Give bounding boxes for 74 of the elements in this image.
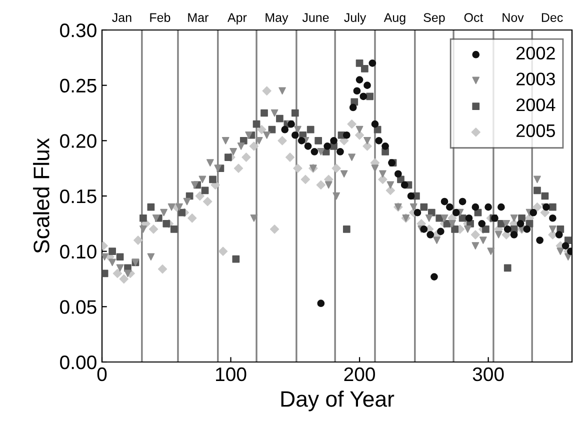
point — [304, 142, 312, 150]
point — [291, 131, 299, 139]
point — [426, 231, 434, 238]
text: Mar — [188, 13, 208, 22]
point — [440, 198, 448, 206]
point — [452, 208, 460, 216]
point — [310, 148, 318, 156]
point — [472, 203, 480, 211]
point — [349, 104, 357, 112]
point — [375, 136, 383, 144]
text: June — [302, 13, 329, 22]
text: Apr — [228, 13, 247, 24]
point — [562, 242, 570, 250]
text: July — [344, 12, 366, 24]
point — [400, 181, 408, 189]
point — [368, 60, 376, 67]
text: Aug — [384, 13, 406, 24]
legend-label: 2002 — [516, 46, 555, 60]
x-tick-label: 0 — [97, 367, 107, 382]
point — [504, 226, 512, 233]
point — [536, 236, 544, 244]
legend-label: 2004 — [516, 98, 556, 112]
point — [317, 300, 325, 308]
point — [510, 231, 518, 238]
text: Nov — [502, 13, 524, 22]
point — [281, 126, 289, 134]
point — [382, 142, 389, 150]
point — [371, 120, 379, 128]
point — [555, 231, 563, 238]
text: Jan — [112, 13, 132, 22]
x-axis-title: Day of Year — [281, 390, 394, 412]
point — [356, 76, 364, 84]
y-tick-label: 0.15 — [60, 189, 96, 204]
text: May — [266, 13, 288, 24]
point — [364, 82, 371, 90]
point — [353, 87, 361, 95]
point — [465, 214, 473, 222]
point — [484, 203, 492, 211]
y-axis-title: Scaled Flux — [33, 138, 50, 254]
point — [407, 192, 415, 200]
point — [342, 131, 350, 139]
point — [330, 136, 338, 144]
y-tick-label: 0.05 — [60, 300, 96, 314]
point — [446, 203, 454, 211]
point — [336, 148, 344, 156]
y-tick-label: 0.00 — [60, 355, 96, 370]
point — [478, 220, 486, 228]
y-tick-label: 0.20 — [60, 134, 96, 148]
point — [420, 226, 428, 233]
x-tick-label: 100 — [216, 367, 246, 382]
y-tick-label: 0.30 — [60, 23, 96, 38]
text: Sep — [424, 13, 445, 24]
point — [298, 136, 306, 144]
point — [436, 228, 444, 236]
point — [530, 208, 538, 216]
y-tick-label: 0.10 — [60, 244, 96, 259]
point — [414, 208, 422, 216]
legend-label: 2003 — [516, 72, 555, 86]
point — [549, 214, 556, 222]
point — [324, 142, 332, 150]
text: Dec — [542, 13, 563, 22]
text: Feb — [150, 12, 170, 22]
point — [394, 170, 402, 178]
x-tick-label: 300 — [472, 367, 504, 382]
y-tick-label: 0.25 — [60, 78, 96, 93]
text: Oct — [464, 13, 484, 22]
point — [523, 226, 531, 233]
x-tick-label: 200 — [344, 367, 375, 382]
point — [458, 198, 466, 206]
point — [498, 203, 505, 211]
point — [430, 273, 438, 280]
legend-label: 2005 — [516, 124, 555, 138]
point — [516, 220, 524, 228]
point — [360, 92, 368, 100]
